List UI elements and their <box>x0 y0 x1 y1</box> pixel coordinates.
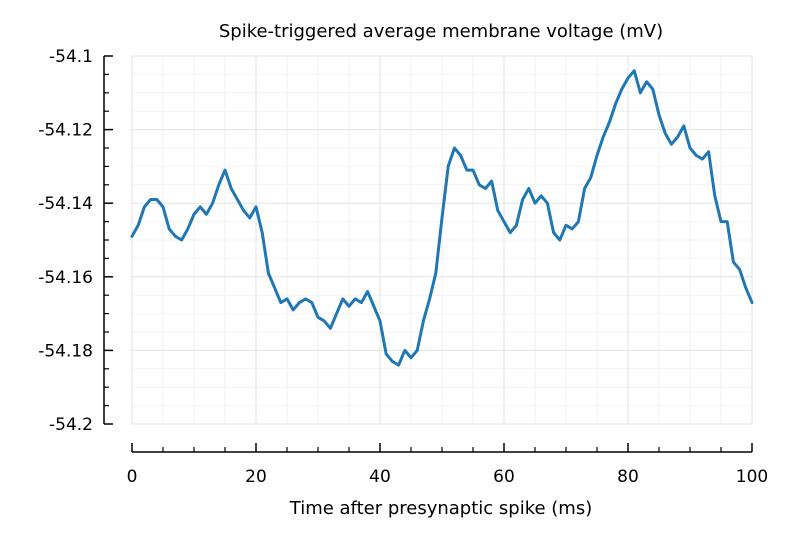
x-tick-label: 0 <box>127 467 138 487</box>
y-tick-label: -54.2 <box>49 415 93 435</box>
y-tick-label: -54.18 <box>38 341 93 361</box>
y-tick-label: -54.12 <box>38 121 93 141</box>
voltage-trace-line <box>130 69 754 367</box>
x-axis-label: Time after presynaptic spike (ms) <box>289 498 593 519</box>
x-tick-label: 100 <box>736 467 768 487</box>
major-grid <box>131 55 753 425</box>
minor-grid <box>132 56 752 424</box>
x-tick-label: 60 <box>493 467 515 487</box>
y-tick-label: -54.1 <box>49 47 93 67</box>
x-tick-label: 20 <box>245 467 267 487</box>
chart-title: Spike-triggered average membrane voltage… <box>219 21 663 42</box>
y-axis: -54.1 -54.12 -54.14 -54.16 -54.18 -54.2 <box>38 47 113 435</box>
y-tick-label: -54.16 <box>38 268 93 288</box>
x-tick-label: 40 <box>369 467 391 487</box>
x-axis: 0 20 40 60 80 100 <box>127 443 768 487</box>
x-tick-label: 80 <box>617 467 639 487</box>
y-tick-label: -54.14 <box>38 194 93 214</box>
